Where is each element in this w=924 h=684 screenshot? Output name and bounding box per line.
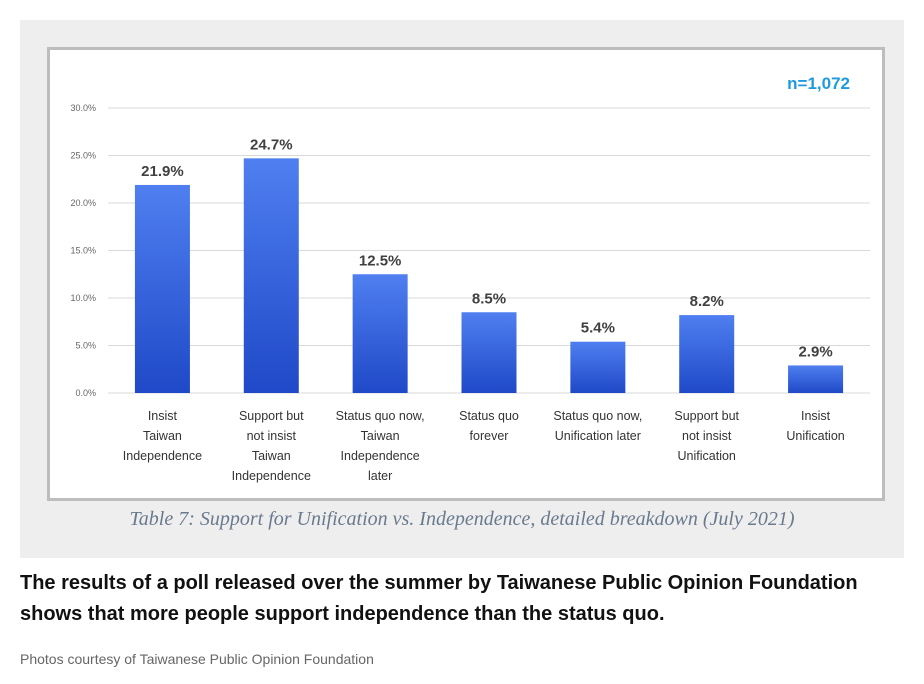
bar <box>243 158 299 393</box>
x-category-label: Support but not insist Taiwan Independence <box>232 409 311 483</box>
bar <box>570 341 626 393</box>
x-category-label: Insist Unification <box>786 409 844 443</box>
x-category-label: Support but not insist Unification <box>674 409 739 463</box>
data-label: 2.9% <box>798 343 832 360</box>
y-tick-label: 5.0% <box>75 341 96 351</box>
data-label: 5.4% <box>581 320 615 337</box>
figure-caption: Table 7: Support for Unification vs. Ind… <box>129 508 795 530</box>
y-tick-label: 15.0% <box>70 246 96 256</box>
sample-size-annotation: n=1,072 <box>787 74 850 93</box>
y-tick-label: 25.0% <box>70 151 96 161</box>
chart-frame: 0.0% 5.0% 10.0% 15.0% 20.0% 25.0% 30.0% 21.9% In… <box>47 47 885 501</box>
bar <box>461 312 517 393</box>
data-label: 24.7% <box>250 136 293 153</box>
y-tick-label: 10.0% <box>70 293 96 303</box>
x-category-label: Status quo forever <box>459 409 519 443</box>
data-label: 8.5% <box>472 290 506 307</box>
photo-credit: Photos courtesy of Taiwanese Public Opin… <box>20 651 374 667</box>
article-headline: The results of a poll released over the … <box>20 572 858 625</box>
bar <box>134 184 190 393</box>
data-label: 8.2% <box>690 293 724 310</box>
y-tick-label: 0.0% <box>75 388 96 398</box>
bar <box>679 315 735 393</box>
data-label: 12.5% <box>359 252 402 269</box>
figure-card: 0.0% 5.0% 10.0% 15.0% 20.0% 25.0% 30.0% 21.9% In… <box>20 20 904 558</box>
bar <box>352 274 408 393</box>
data-label: 21.9% <box>141 163 184 180</box>
x-category-label: Status quo now, Taiwan Independence later <box>336 409 425 483</box>
bar <box>788 365 844 393</box>
x-category-label: Insist Taiwan Independence <box>123 409 202 463</box>
x-category-label: Status quo now, Unification later <box>553 409 642 443</box>
bar-chart: 0.0% 5.0% 10.0% 15.0% 20.0% 25.0% 30.0% 21.9% In… <box>70 74 870 483</box>
y-tick-label: 30.0% <box>70 103 96 113</box>
y-tick-label: 20.0% <box>70 198 96 208</box>
